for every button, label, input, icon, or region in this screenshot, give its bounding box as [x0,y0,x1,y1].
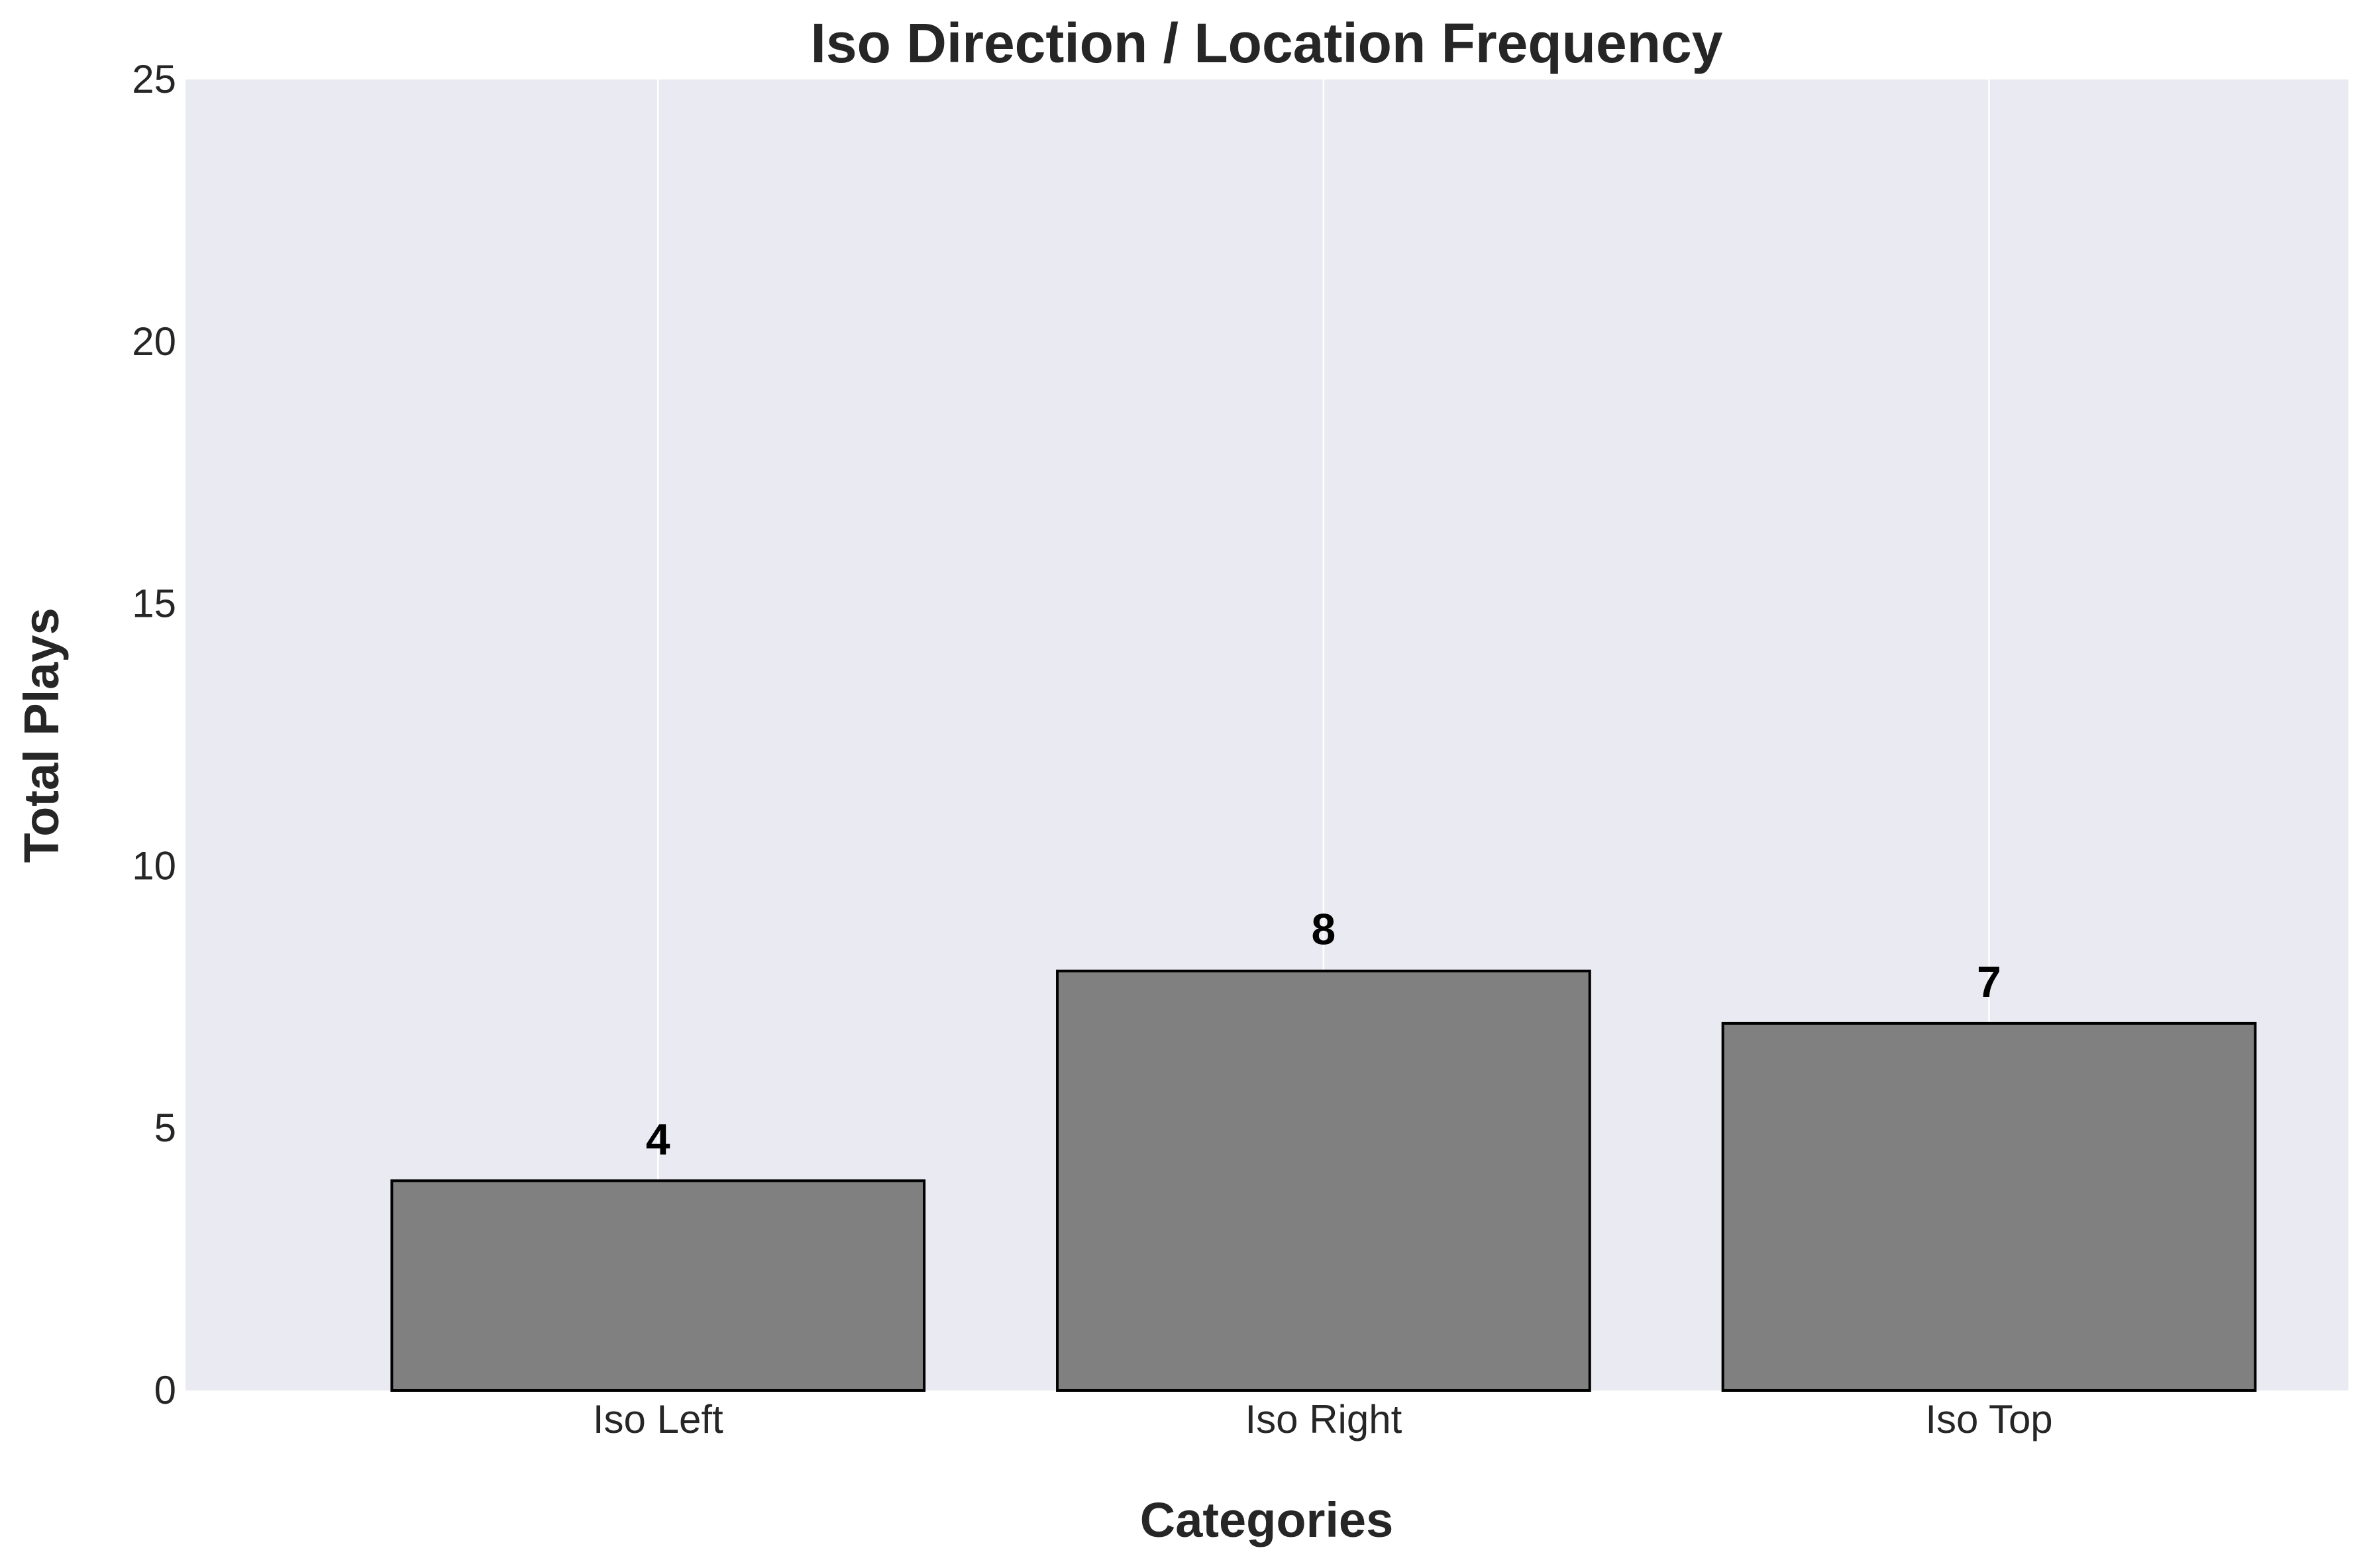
y-tick-labels: 0 5 10 15 20 25 [132,57,176,1412]
data-labels: 4 8 7 [646,905,2001,1164]
x-tick-labels: Iso Left Iso Right Iso Top [593,1397,2053,1441]
data-label: 8 [1312,905,1336,954]
chart-title: Iso Direction / Location Frequency [811,12,1723,74]
data-label: 4 [646,1114,670,1163]
y-tick-label: 5 [154,1106,176,1150]
bar [1721,1021,2257,1392]
y-tick-label: 15 [132,582,176,626]
bars [390,969,2257,1392]
bar [1056,969,1591,1392]
data-label: 7 [1977,957,2001,1006]
x-tick-label: Iso Left [593,1397,723,1441]
y-tick-label: 25 [132,57,176,101]
y-tick-label: 20 [132,319,176,364]
x-tick-label: Iso Top [1925,1397,2052,1441]
bar [390,1179,926,1392]
y-tick-label: 0 [154,1368,176,1412]
y-tick-label: 10 [132,843,176,888]
y-axis-label: Total Plays [14,607,69,862]
x-tick-label: Iso Right [1245,1397,1402,1441]
x-axis-label: Categories [1140,1492,1393,1547]
